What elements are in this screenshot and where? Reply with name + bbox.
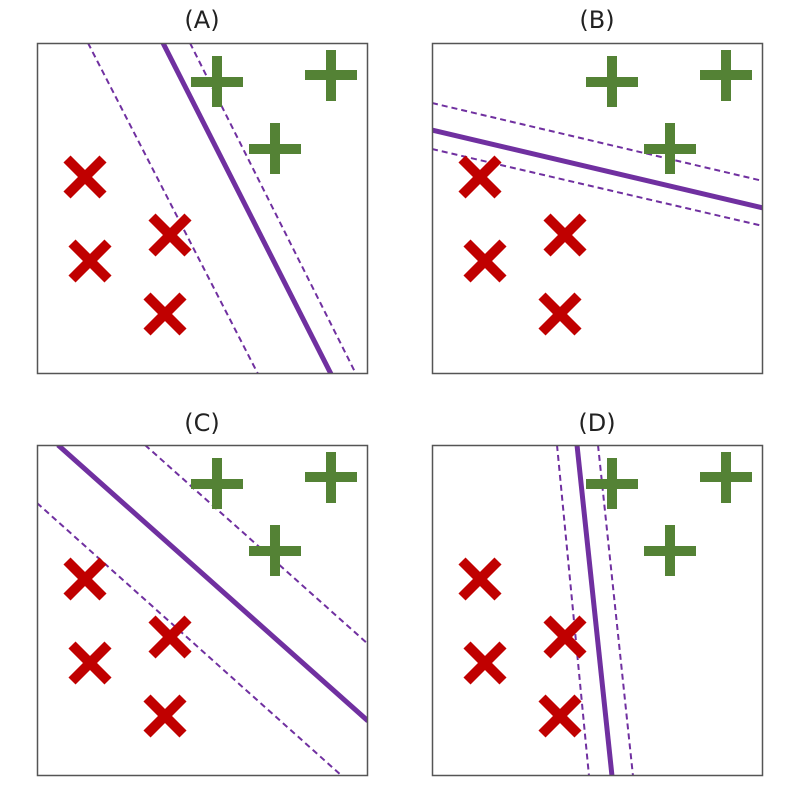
cross-marker xyxy=(143,292,187,336)
cross-marker xyxy=(538,694,582,738)
panel-frame xyxy=(431,42,764,375)
margin-line-lower xyxy=(432,148,763,227)
panel-b-title: (B) xyxy=(579,6,615,34)
cross-marker xyxy=(463,641,507,685)
panel-d-title: (D) xyxy=(578,409,616,437)
panel-d-plot xyxy=(431,444,764,777)
panel-frame xyxy=(36,444,369,777)
cross-marker xyxy=(458,557,502,601)
plus-marker xyxy=(586,56,638,107)
plus-marker xyxy=(586,458,638,509)
margin-line-lower xyxy=(87,43,259,374)
plus-marker xyxy=(249,525,301,576)
panel-a-title: (A) xyxy=(184,6,220,34)
panel-c-title: (C) xyxy=(184,409,220,437)
cross-marker xyxy=(458,155,502,199)
panel-b-plot xyxy=(431,42,764,375)
plus-marker xyxy=(700,452,752,503)
decision-boundary xyxy=(574,445,615,776)
panel-c-plot xyxy=(36,444,369,777)
cross-marker xyxy=(543,213,587,257)
plus-marker xyxy=(249,123,301,174)
cross-marker xyxy=(143,694,187,738)
plus-marker xyxy=(191,56,243,107)
cross-marker xyxy=(148,213,192,257)
panel-frame xyxy=(36,42,369,375)
cross-marker xyxy=(463,239,507,283)
margin-line-lower xyxy=(556,445,590,776)
cross-marker xyxy=(63,155,107,199)
plus-marker xyxy=(305,452,357,503)
margin-line-upper xyxy=(432,102,763,182)
cross-marker xyxy=(543,615,587,659)
cross-marker xyxy=(68,239,112,283)
decision-boundary xyxy=(160,43,334,374)
margin-line-lower xyxy=(37,502,343,776)
plus-marker xyxy=(644,123,696,174)
cross-marker xyxy=(63,557,107,601)
cross-marker xyxy=(148,615,192,659)
panel-frame xyxy=(431,444,764,777)
plus-marker xyxy=(700,50,752,101)
cross-marker xyxy=(538,292,582,336)
plus-marker xyxy=(191,458,243,509)
decision-boundary xyxy=(432,127,763,211)
decision-boundary xyxy=(56,445,368,723)
plus-marker xyxy=(305,50,357,101)
margin-line-upper xyxy=(597,445,634,776)
cross-marker xyxy=(68,641,112,685)
plus-marker xyxy=(644,525,696,576)
panel-a-plot xyxy=(36,42,369,375)
